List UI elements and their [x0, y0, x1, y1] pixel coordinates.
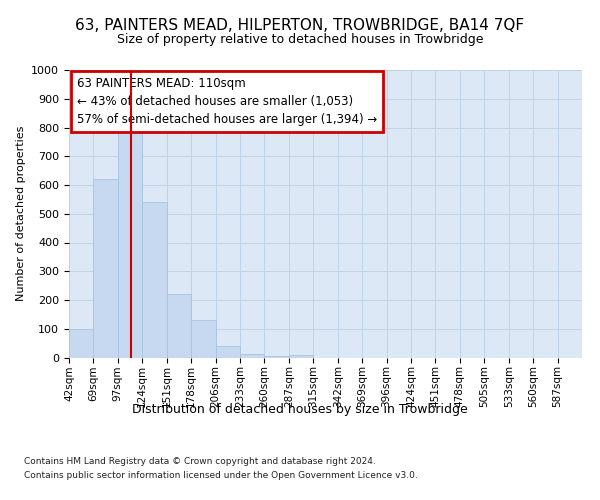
Text: Distribution of detached houses by size in Trowbridge: Distribution of detached houses by size … — [132, 402, 468, 415]
Bar — [191, 320, 215, 358]
Text: 63, PAINTERS MEAD, HILPERTON, TROWBRIDGE, BA14 7QF: 63, PAINTERS MEAD, HILPERTON, TROWBRIDGE… — [76, 18, 524, 32]
Bar — [215, 346, 240, 358]
Bar — [94, 180, 118, 358]
Bar — [167, 294, 191, 358]
Bar — [118, 130, 142, 358]
Bar — [142, 202, 167, 358]
Bar — [289, 355, 313, 358]
Bar — [240, 354, 265, 358]
Text: Contains public sector information licensed under the Open Government Licence v3: Contains public sector information licen… — [24, 471, 418, 480]
Bar — [69, 329, 94, 358]
Text: Contains HM Land Registry data © Crown copyright and database right 2024.: Contains HM Land Registry data © Crown c… — [24, 457, 376, 466]
Text: 63 PAINTERS MEAD: 110sqm
← 43% of detached houses are smaller (1,053)
57% of sem: 63 PAINTERS MEAD: 110sqm ← 43% of detach… — [77, 77, 377, 126]
Text: Size of property relative to detached houses in Trowbridge: Size of property relative to detached ho… — [117, 32, 483, 46]
Y-axis label: Number of detached properties: Number of detached properties — [16, 126, 26, 302]
Bar — [265, 356, 289, 358]
